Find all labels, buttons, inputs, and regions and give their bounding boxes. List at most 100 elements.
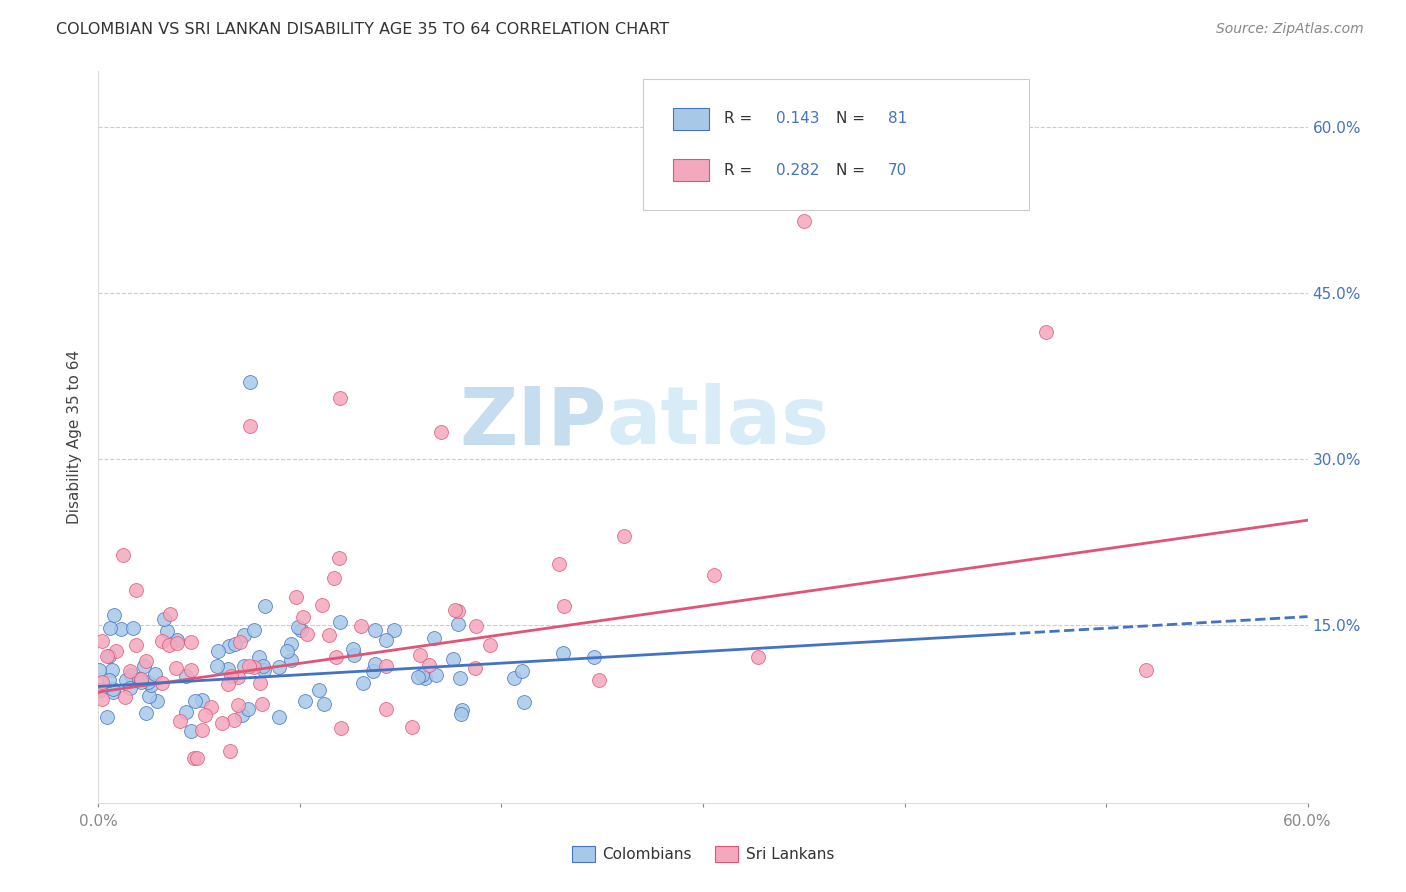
Point bbox=[174, 669, 197, 683]
Point bbox=[252, 697, 274, 711]
Point bbox=[318, 628, 340, 642]
Point bbox=[89, 682, 111, 697]
Point bbox=[401, 720, 423, 734]
Text: atlas: atlas bbox=[606, 384, 830, 461]
Point bbox=[219, 744, 242, 758]
Point bbox=[329, 392, 352, 406]
Point bbox=[464, 661, 486, 675]
Point bbox=[90, 674, 112, 689]
Point bbox=[328, 550, 350, 565]
Point bbox=[183, 694, 205, 708]
Point bbox=[413, 671, 436, 685]
FancyBboxPatch shape bbox=[673, 159, 709, 181]
Text: 70: 70 bbox=[889, 162, 907, 178]
Point bbox=[111, 548, 134, 562]
Point bbox=[588, 673, 610, 687]
Point bbox=[139, 677, 162, 691]
Point bbox=[110, 622, 132, 636]
Point bbox=[374, 702, 396, 716]
Point bbox=[224, 637, 246, 651]
Point bbox=[342, 642, 364, 657]
Point bbox=[464, 619, 486, 633]
Point bbox=[292, 610, 315, 624]
Text: N =: N = bbox=[837, 162, 870, 178]
Point bbox=[122, 621, 145, 635]
Point bbox=[239, 419, 262, 434]
Text: R =: R = bbox=[724, 112, 756, 127]
Point bbox=[191, 693, 214, 707]
Point bbox=[146, 694, 169, 708]
Point bbox=[441, 652, 464, 666]
Point bbox=[232, 659, 254, 673]
Point bbox=[150, 633, 173, 648]
Y-axis label: Disability Age 35 to 64: Disability Age 35 to 64 bbox=[67, 350, 83, 524]
Point bbox=[134, 659, 156, 673]
Text: COLOMBIAN VS SRI LANKAN DISABILITY AGE 35 TO 64 CORRELATION CHART: COLOMBIAN VS SRI LANKAN DISABILITY AGE 3… bbox=[56, 22, 669, 37]
Point bbox=[295, 627, 318, 641]
Point bbox=[180, 663, 202, 677]
Point bbox=[361, 665, 384, 679]
Point bbox=[449, 671, 471, 685]
Point bbox=[174, 705, 197, 719]
Point bbox=[218, 640, 240, 654]
Text: Source: ZipAtlas.com: Source: ZipAtlas.com bbox=[1216, 22, 1364, 37]
Point bbox=[129, 673, 152, 687]
Point bbox=[330, 721, 353, 735]
Point bbox=[323, 571, 346, 585]
Point bbox=[703, 568, 725, 582]
Point bbox=[510, 664, 533, 678]
Point bbox=[325, 650, 347, 665]
Point bbox=[613, 529, 636, 543]
Legend: Colombians, Sri Lankans: Colombians, Sri Lankans bbox=[567, 840, 839, 868]
Point bbox=[152, 612, 174, 626]
Point bbox=[98, 649, 121, 664]
Point bbox=[222, 714, 245, 728]
Point bbox=[226, 698, 249, 712]
Point bbox=[243, 660, 266, 674]
Point bbox=[207, 644, 229, 658]
Text: 0.282: 0.282 bbox=[776, 162, 818, 178]
Point bbox=[180, 724, 202, 739]
Point bbox=[90, 692, 112, 706]
Point bbox=[422, 631, 444, 645]
Point bbox=[287, 620, 309, 634]
Point bbox=[280, 637, 302, 651]
Point bbox=[125, 638, 148, 652]
Point bbox=[166, 632, 188, 647]
Point bbox=[231, 707, 253, 722]
Point bbox=[252, 659, 274, 673]
Point bbox=[129, 674, 152, 689]
Point bbox=[253, 663, 276, 677]
Point bbox=[342, 648, 364, 662]
Point bbox=[447, 617, 470, 632]
Point bbox=[143, 667, 166, 681]
Point bbox=[205, 658, 228, 673]
Text: ZIP: ZIP bbox=[458, 384, 606, 461]
Point bbox=[478, 638, 501, 652]
Point bbox=[329, 615, 352, 629]
Point bbox=[294, 694, 316, 708]
Point bbox=[98, 621, 121, 635]
Point bbox=[375, 659, 398, 673]
Point bbox=[217, 662, 239, 676]
Point bbox=[219, 669, 242, 683]
Point bbox=[1035, 325, 1057, 339]
Point bbox=[364, 624, 387, 638]
Point bbox=[512, 695, 534, 709]
Point bbox=[157, 638, 180, 652]
Point bbox=[200, 700, 222, 714]
Point bbox=[409, 648, 432, 662]
Point bbox=[136, 674, 159, 689]
Point bbox=[553, 599, 575, 613]
Point bbox=[96, 710, 118, 724]
Point bbox=[217, 676, 239, 690]
Point bbox=[169, 714, 191, 728]
Point bbox=[156, 624, 179, 638]
Point bbox=[103, 607, 125, 622]
Point bbox=[165, 661, 187, 675]
Point bbox=[249, 676, 271, 690]
Point bbox=[242, 623, 264, 637]
Point bbox=[406, 670, 429, 684]
Point bbox=[451, 703, 474, 717]
Point bbox=[233, 628, 256, 642]
